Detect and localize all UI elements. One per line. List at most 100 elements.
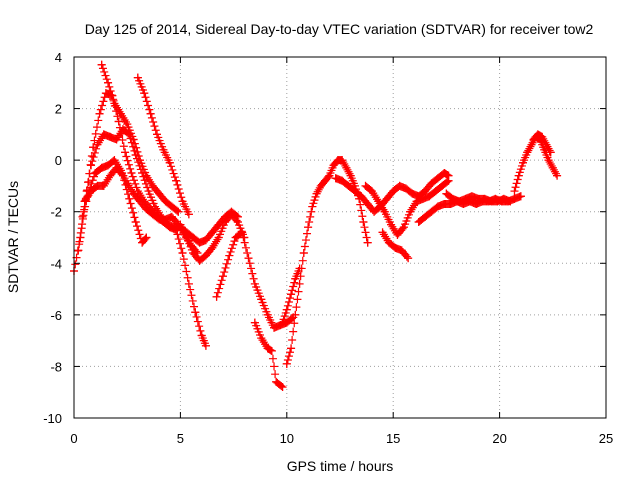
data-point (231, 233, 240, 242)
plus-markers (282, 156, 372, 368)
data-point (308, 202, 317, 211)
data-point (455, 197, 464, 206)
data-point (295, 264, 304, 273)
data-point (282, 359, 291, 368)
data-point (195, 256, 204, 265)
series-arc-11 (278, 264, 304, 327)
data-point (212, 292, 221, 301)
data-point (155, 189, 164, 198)
plot-frame (73, 56, 607, 419)
data-point (446, 199, 455, 208)
data-point (144, 187, 153, 196)
y-tick-label: -6 (50, 308, 62, 323)
data-point (529, 135, 538, 144)
y-tick-label: -2 (50, 205, 62, 220)
data-point (150, 202, 159, 211)
data-point (133, 73, 142, 82)
data-point (272, 377, 281, 386)
data-point (184, 210, 193, 219)
data-point (165, 158, 174, 167)
data-point (519, 158, 528, 167)
series-arc-17 (510, 132, 562, 196)
data-point (74, 246, 83, 255)
data-point (448, 194, 457, 203)
data-point (278, 318, 287, 327)
data-point (510, 187, 519, 196)
data-point (408, 189, 417, 198)
data-point (553, 171, 562, 180)
data-point (233, 218, 242, 227)
data-point (152, 130, 161, 139)
data-point (342, 163, 351, 172)
data-point (412, 197, 421, 206)
data-point (361, 181, 370, 190)
data-point (123, 120, 132, 129)
series-arc-6 (133, 73, 193, 219)
data-point (121, 148, 130, 157)
data-point (321, 176, 330, 185)
data-point (387, 220, 396, 229)
data-point (184, 279, 193, 288)
data-point (106, 132, 115, 141)
data-point (208, 228, 217, 237)
series-arc-4 (80, 163, 151, 247)
data-point (114, 117, 123, 126)
data-point (544, 156, 553, 165)
data-point (542, 140, 551, 149)
grid (74, 57, 606, 418)
data-point (312, 189, 321, 198)
data-point (140, 89, 149, 98)
data-point (329, 161, 338, 170)
data-point (142, 233, 151, 242)
data-point (127, 169, 136, 178)
data-point (87, 187, 96, 196)
data-point (227, 210, 236, 219)
data-point (178, 197, 187, 206)
data-point (363, 199, 372, 208)
data-point (201, 251, 210, 260)
series-arc-10 (282, 156, 372, 368)
x-tick-label: 0 (70, 431, 77, 446)
plus-markers (510, 132, 562, 196)
data-point (167, 202, 176, 211)
y-axis-title: SDTVAR / TECUs (5, 181, 21, 293)
data-point (135, 197, 144, 206)
data-point (304, 223, 313, 232)
data-point (370, 207, 379, 216)
data-point (112, 163, 121, 172)
data-point (421, 212, 430, 221)
data-point (99, 181, 108, 190)
data-point (399, 223, 408, 232)
data-point (325, 171, 334, 180)
data-point (110, 156, 119, 165)
series-arc-18 (529, 130, 555, 157)
data-point (480, 194, 489, 203)
data-point (148, 210, 157, 219)
data-point (176, 220, 185, 229)
data-point (131, 218, 140, 227)
data-point (421, 187, 430, 196)
data-point (80, 197, 89, 206)
data-point (104, 78, 113, 87)
data-point (395, 181, 404, 190)
data-point (191, 308, 200, 317)
series-arc-9 (250, 318, 287, 392)
data-point (91, 169, 100, 178)
y-tick-label: -4 (50, 256, 62, 271)
data-point (533, 130, 542, 139)
data-point (161, 215, 170, 224)
data-point (440, 169, 449, 178)
data-point (250, 279, 259, 288)
data-point (527, 140, 536, 149)
data-point (101, 89, 110, 98)
data-point (433, 202, 442, 211)
data-point (514, 171, 523, 180)
data-point (438, 181, 447, 190)
x-tick-label: 25 (599, 431, 613, 446)
data-point (418, 194, 427, 203)
data-point (87, 161, 96, 170)
plus-markers (250, 318, 287, 392)
x-tick-label: 10 (280, 431, 294, 446)
data-point (278, 383, 287, 392)
data-point (97, 60, 106, 69)
